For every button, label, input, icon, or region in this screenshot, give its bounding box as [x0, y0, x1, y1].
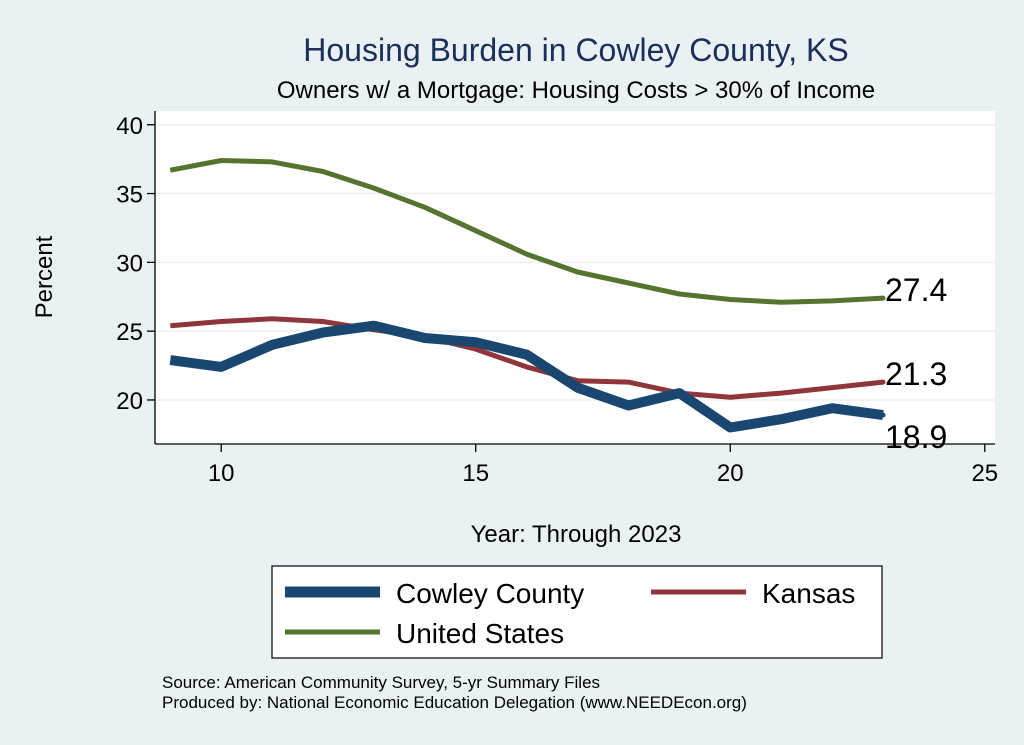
source-note: Source: American Community Survey, 5-yr …	[162, 673, 600, 692]
end-labels: 27.4 21.3 18.9	[880, 272, 947, 455]
y-tick-label-35: 35	[116, 182, 143, 209]
end-label-kansas: 21.3	[885, 356, 947, 392]
y-tick-label-25: 25	[116, 319, 143, 346]
plot-area	[155, 111, 995, 444]
axes: 20 25 30 35 40 10 15 20 25	[116, 111, 998, 487]
x-tick-label-15: 15	[462, 460, 489, 487]
gridlines	[155, 124, 995, 401]
producer-note: Produced by: National Economic Education…	[162, 693, 747, 712]
x-axis-label: Year: Through 2023	[471, 521, 682, 548]
legend-label-us: United States	[396, 618, 564, 649]
chart-title: Housing Burden in Cowley County, KS	[303, 32, 848, 68]
end-label-united-states: 27.4	[885, 272, 947, 308]
legend-box	[271, 565, 883, 659]
y-axis-label: Percent	[31, 235, 58, 318]
end-marker-cowley-county	[880, 412, 886, 418]
legend-label-kansas: Kansas	[762, 578, 855, 609]
series-line-united-states	[169, 158, 884, 305]
end-label-cowley-county: 18.9	[885, 419, 947, 455]
legend-label-cowley: Cowley County	[396, 578, 584, 609]
end-marker-kansas	[880, 379, 886, 385]
y-tick-label-20: 20	[116, 388, 143, 415]
series-line-cowley-county	[169, 320, 884, 433]
y-tick-label-30: 30	[116, 250, 143, 277]
y-tick-label-40: 40	[116, 113, 143, 140]
x-tick-label-10: 10	[208, 460, 235, 487]
legend: Cowley County Kansas United States	[271, 565, 883, 659]
series-line-kansas	[170, 316, 884, 400]
series-lines	[169, 158, 884, 433]
x-tick-label-25: 25	[971, 460, 998, 487]
x-tick-label-20: 20	[717, 460, 744, 487]
chart-subtitle: Owners w/ a Mortgage: Housing Costs > 30…	[277, 77, 875, 104]
end-marker-united-states	[880, 295, 886, 301]
